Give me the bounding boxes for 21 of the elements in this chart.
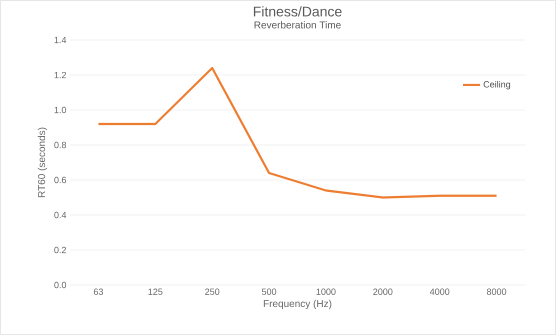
x-axis-title: Frequency (Hz) xyxy=(264,300,332,310)
y-tick-label: 0.4 xyxy=(54,212,66,218)
x-tick-label: 250 xyxy=(205,288,220,295)
x-tick-label: 63 xyxy=(94,288,104,295)
y-tick-label: 0.0 xyxy=(54,282,66,288)
x-tick-label: 125 xyxy=(148,288,162,295)
y-tick-label: 1.2 xyxy=(54,72,66,78)
chart-subtitle: Reverberation Time xyxy=(254,21,341,28)
y-tick-label: 0.2 xyxy=(54,246,66,254)
x-tick-label: 8000 xyxy=(486,288,506,295)
x-tick-label: 500 xyxy=(262,288,276,295)
y-axis-title: RT60 (seconds) xyxy=(38,128,48,198)
y-tick-label: 1.4 xyxy=(54,36,66,44)
x-tick-label: 4000 xyxy=(430,288,450,295)
x-tick-label: 1000 xyxy=(316,288,336,295)
y-tick-label: 1.0 xyxy=(54,106,66,114)
y-tick-label: 0.6 xyxy=(54,176,66,184)
x-tick-label: 2000 xyxy=(373,288,392,295)
legend-label: Ceiling xyxy=(484,80,510,90)
y-tick-label: 0.8 xyxy=(54,142,66,148)
chart-title: Fitness/Dance xyxy=(254,6,342,17)
